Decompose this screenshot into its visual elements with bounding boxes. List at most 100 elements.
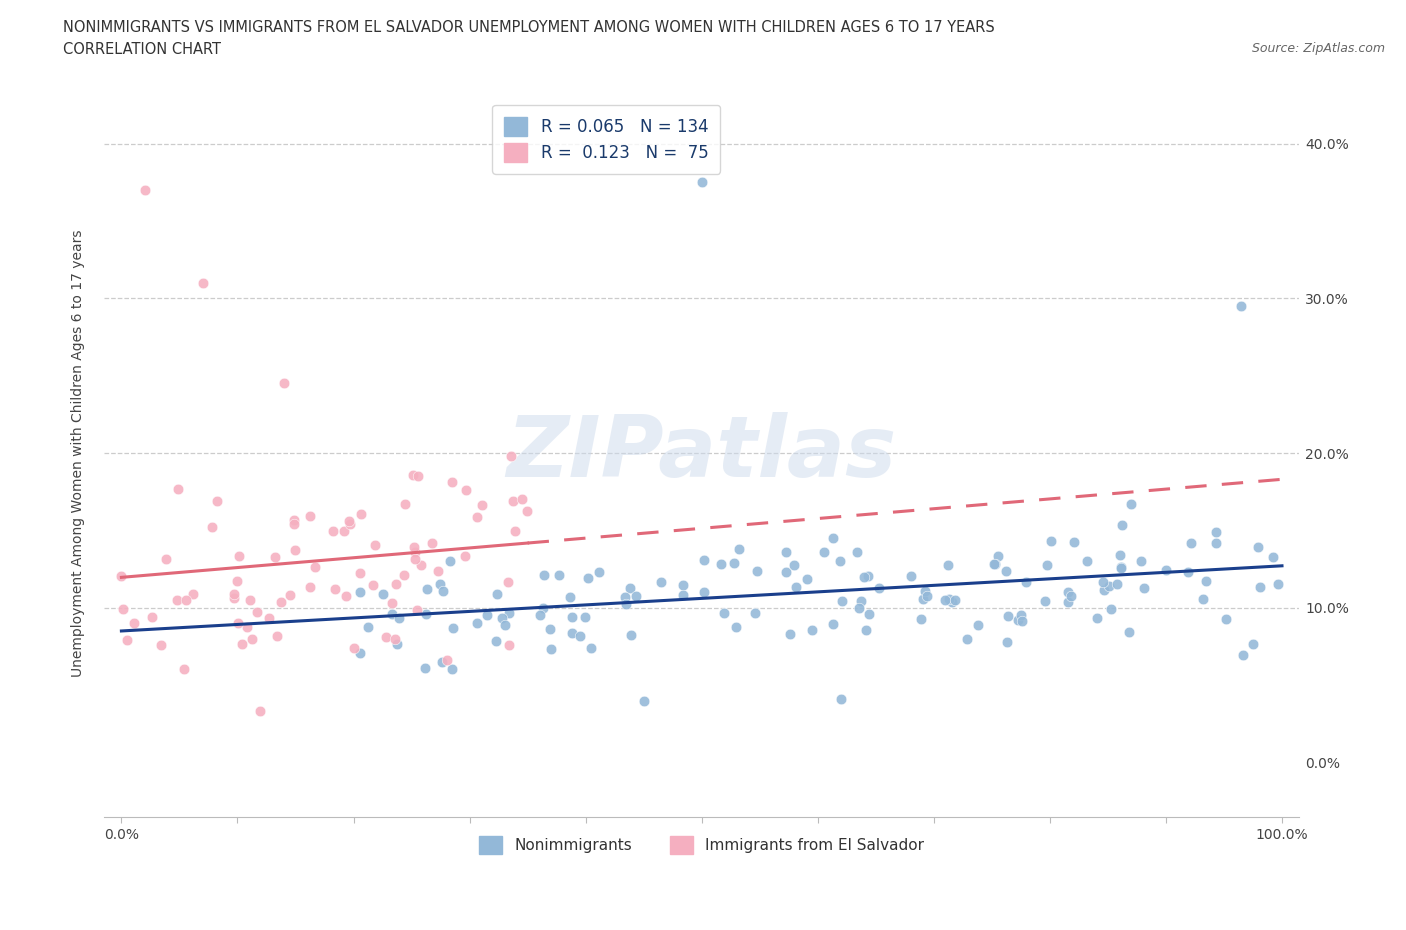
Point xyxy=(226,616,249,631)
Point xyxy=(983,556,1005,571)
Point xyxy=(149,637,172,652)
Point xyxy=(713,605,735,620)
Point xyxy=(1098,578,1121,593)
Y-axis label: Unemployment Among Women with Children Ages 6 to 17 years: Unemployment Among Women with Children A… xyxy=(72,230,86,677)
Point xyxy=(332,524,354,538)
Point xyxy=(357,619,380,634)
Point xyxy=(914,584,936,599)
Point xyxy=(568,629,591,644)
Point xyxy=(413,660,436,675)
Point xyxy=(371,586,394,601)
Point xyxy=(406,469,429,484)
Point xyxy=(813,544,835,559)
Point xyxy=(576,570,599,585)
Point xyxy=(166,481,188,496)
Point xyxy=(693,585,716,600)
Point xyxy=(415,606,437,621)
Point xyxy=(588,565,610,579)
Point xyxy=(984,556,1007,571)
Point xyxy=(205,494,228,509)
Point xyxy=(1133,580,1156,595)
Point xyxy=(710,557,733,572)
Legend: Nonimmigrants, Immigrants from El Salvador: Nonimmigrants, Immigrants from El Salvad… xyxy=(472,830,931,860)
Point xyxy=(910,611,932,626)
Point xyxy=(375,630,398,644)
Point xyxy=(775,565,797,579)
Point xyxy=(858,569,880,584)
Point xyxy=(436,652,458,667)
Point xyxy=(401,467,423,482)
Point xyxy=(499,448,522,463)
Point xyxy=(620,628,643,643)
Point xyxy=(995,634,1018,649)
Point xyxy=(745,564,768,578)
Point xyxy=(465,616,488,631)
Point xyxy=(821,617,844,631)
Point xyxy=(222,587,245,602)
Point xyxy=(404,551,426,566)
Point xyxy=(505,524,527,538)
Point xyxy=(388,611,411,626)
Point xyxy=(619,581,641,596)
Point xyxy=(848,600,870,615)
Point xyxy=(335,589,357,604)
Point xyxy=(283,517,305,532)
Point xyxy=(1010,608,1032,623)
Point xyxy=(471,498,494,512)
Point xyxy=(830,692,852,707)
Text: NONIMMIGRANTS VS IMMIGRANTS FROM EL SALVADOR UNEMPLOYMENT AMONG WOMEN WITH CHILD: NONIMMIGRANTS VS IMMIGRANTS FROM EL SALV… xyxy=(63,20,995,35)
Point xyxy=(465,510,488,525)
Point xyxy=(270,594,292,609)
Point xyxy=(322,524,344,538)
Point xyxy=(915,588,938,603)
Point xyxy=(900,568,922,583)
Point xyxy=(510,492,533,507)
Point xyxy=(494,618,516,633)
Point xyxy=(1267,577,1289,591)
Point xyxy=(831,593,853,608)
Point xyxy=(350,507,373,522)
Point xyxy=(454,549,477,564)
Point xyxy=(273,376,295,391)
Point xyxy=(263,550,285,565)
Point xyxy=(201,519,224,534)
Point xyxy=(1099,602,1122,617)
Point xyxy=(868,580,890,595)
Point xyxy=(987,549,1010,564)
Point xyxy=(392,568,415,583)
Point xyxy=(430,654,453,669)
Point xyxy=(257,610,280,625)
Point xyxy=(558,590,581,604)
Point xyxy=(801,623,824,638)
Point xyxy=(155,552,177,567)
Point xyxy=(1040,534,1063,549)
Point xyxy=(498,575,520,590)
Point xyxy=(548,568,571,583)
Point xyxy=(299,580,322,595)
Point xyxy=(723,556,745,571)
Text: Source: ZipAtlas.com: Source: ZipAtlas.com xyxy=(1251,42,1385,55)
Point xyxy=(1230,299,1253,313)
Point xyxy=(1241,636,1264,651)
Point xyxy=(1015,574,1038,589)
Point xyxy=(1063,535,1085,550)
Point xyxy=(166,592,188,607)
Point xyxy=(533,567,555,582)
Point xyxy=(581,640,603,655)
Point xyxy=(624,589,647,604)
Point xyxy=(1060,589,1083,604)
Point xyxy=(222,591,245,605)
Point xyxy=(775,545,797,560)
Point xyxy=(226,574,249,589)
Point xyxy=(284,543,307,558)
Point xyxy=(796,572,818,587)
Point xyxy=(498,605,520,620)
Point xyxy=(852,569,875,584)
Point xyxy=(1249,579,1271,594)
Text: CORRELATION CHART: CORRELATION CHART xyxy=(63,42,221,57)
Point xyxy=(283,512,305,527)
Point xyxy=(454,483,477,498)
Point xyxy=(574,610,596,625)
Point xyxy=(1033,593,1056,608)
Point xyxy=(236,619,259,634)
